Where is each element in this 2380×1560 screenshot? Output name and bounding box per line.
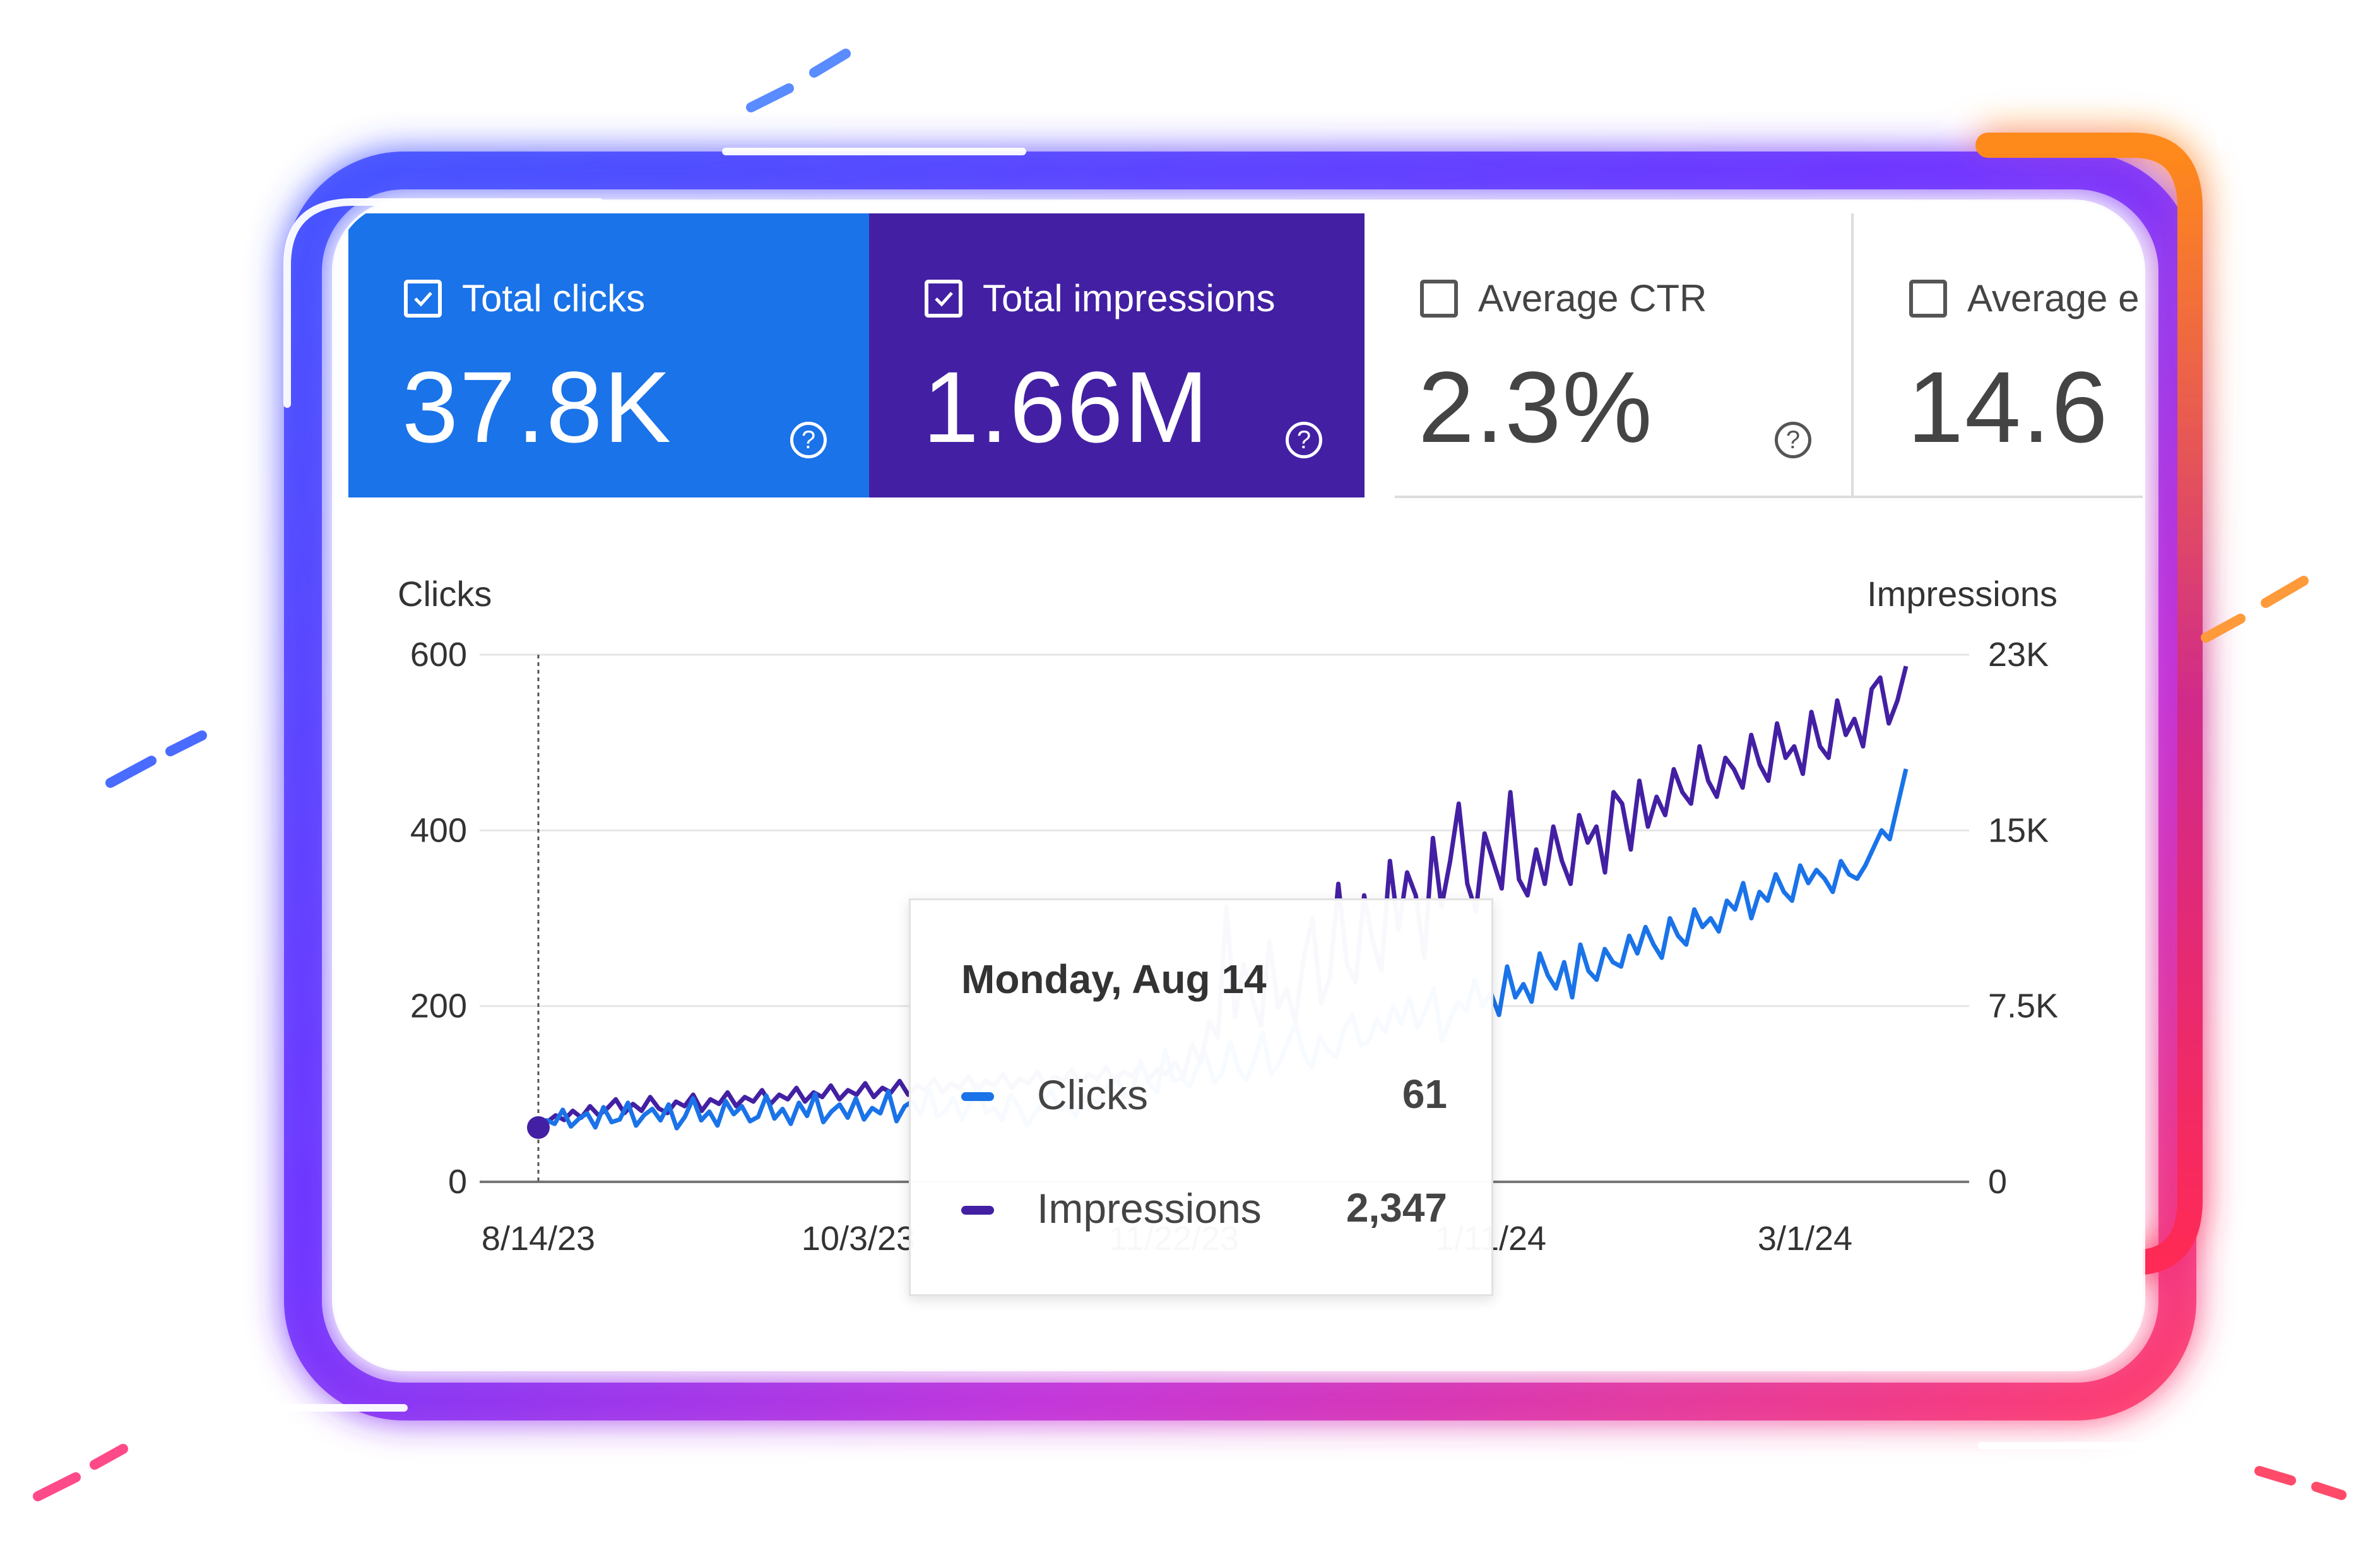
neon-right-edge [1975,133,2203,1275]
neon-dash-4 [165,730,207,756]
neon-dash-9 [2254,1466,2296,1486]
checkbox-checked-icon[interactable] [404,280,442,318]
neon-highlight-tr [2161,85,2225,149]
right-tick-label: 0 [1988,1163,2007,1201]
performance-card: Total clicks 37.8K ? Total impressions 1… [335,202,2143,1369]
right-axis-title: Impressions [1867,574,2057,614]
impressions-swatch [961,1206,994,1215]
left-tick-label: 0 [448,1163,467,1201]
tooltip-row-label: Clicks [1037,1071,1148,1118]
tooltip-row-impressions: Impressions 2,347 [961,1184,1447,1235]
metric-total-clicks[interactable]: Total clicks 37.8K ? [348,213,869,497]
right-axis-ticks: 0 7.5K 15K 23K [1988,636,2058,1201]
metric-value: 37.8K [402,350,673,463]
hover-point [527,1116,550,1139]
neon-dash-3 [105,756,157,788]
help-icon[interactable]: ? [1286,422,1322,458]
checkbox-unchecked-icon[interactable] [1420,280,1458,318]
neon-dash-10 [2311,1482,2347,1500]
performance-chart[interactable]: Clicks Impressions 0 200 400 600 0 7.5K 15K 23… [335,202,2143,1369]
metric-value: 2.3% [1418,350,1654,463]
metric-tabs: Total clicks 37.8K ? Total impressions 1… [348,213,2143,497]
clicks-swatch [961,1092,994,1101]
neon-dash-8 [90,1444,128,1470]
metric-label: Average CTR [1478,277,1707,319]
metric-value: 1.66M [923,350,1210,463]
tooltip-row-value: 2,347 [1346,1185,1447,1230]
metric-average-position[interactable]: Average e 14.6 [1854,213,2143,497]
metric-divider [1395,496,2143,498]
metric-average-ctr[interactable]: Average CTR 2.3% ? [1365,213,1854,497]
right-tick-label: 7.5K [1988,987,2058,1025]
neon-dash-1 [746,83,794,112]
metric-label: Total clicks [462,277,646,319]
left-axis-ticks: 0 200 400 600 [410,636,467,1201]
metric-label: Average e [1967,277,2140,319]
checkbox-checked-icon[interactable] [925,280,962,318]
checkbox-unchecked-icon[interactable] [1909,280,1947,318]
help-icon[interactable]: ? [790,422,827,458]
neon-dash-6 [2261,576,2309,608]
tooltip-row-label: Impressions [1037,1185,1262,1232]
neon-highlight-tl [283,198,603,408]
left-tick-label: 600 [410,636,467,674]
metric-label: Total impressions [983,277,1276,319]
neon-dash-2 [809,49,851,78]
tooltip-row-value: 61 [1402,1071,1447,1117]
neon-highlight-br [1978,1259,2276,1450]
x-tick-label: 3/1/24 [1758,1220,1852,1258]
left-tick-label: 400 [410,811,467,849]
x-tick-label: 10/3/23 [802,1220,915,1258]
metric-value: 14.6 [1907,350,2109,463]
left-axis-title: Clicks [398,574,492,614]
left-tick-label: 200 [410,987,467,1025]
neon-dash-7 [33,1472,81,1501]
neon-dash-5 [2201,614,2246,643]
neon-highlight-bl [198,1259,408,1412]
help-icon[interactable]: ? [1775,422,1811,458]
metric-total-impressions[interactable]: Total impressions 1.66M ? [869,213,1365,497]
tooltip-title: Monday, Aug 14 [961,956,1267,1002]
tooltip-row-clicks: Clicks 61 [961,1071,1447,1121]
right-tick-label: 23K [1988,636,2049,674]
right-tick-label: 15K [1988,811,2049,849]
chart-tooltip: Monday, Aug 14 Clicks 61 Impressions 2,3… [909,898,1493,1296]
x-tick-label: 8/14/23 [482,1220,595,1258]
